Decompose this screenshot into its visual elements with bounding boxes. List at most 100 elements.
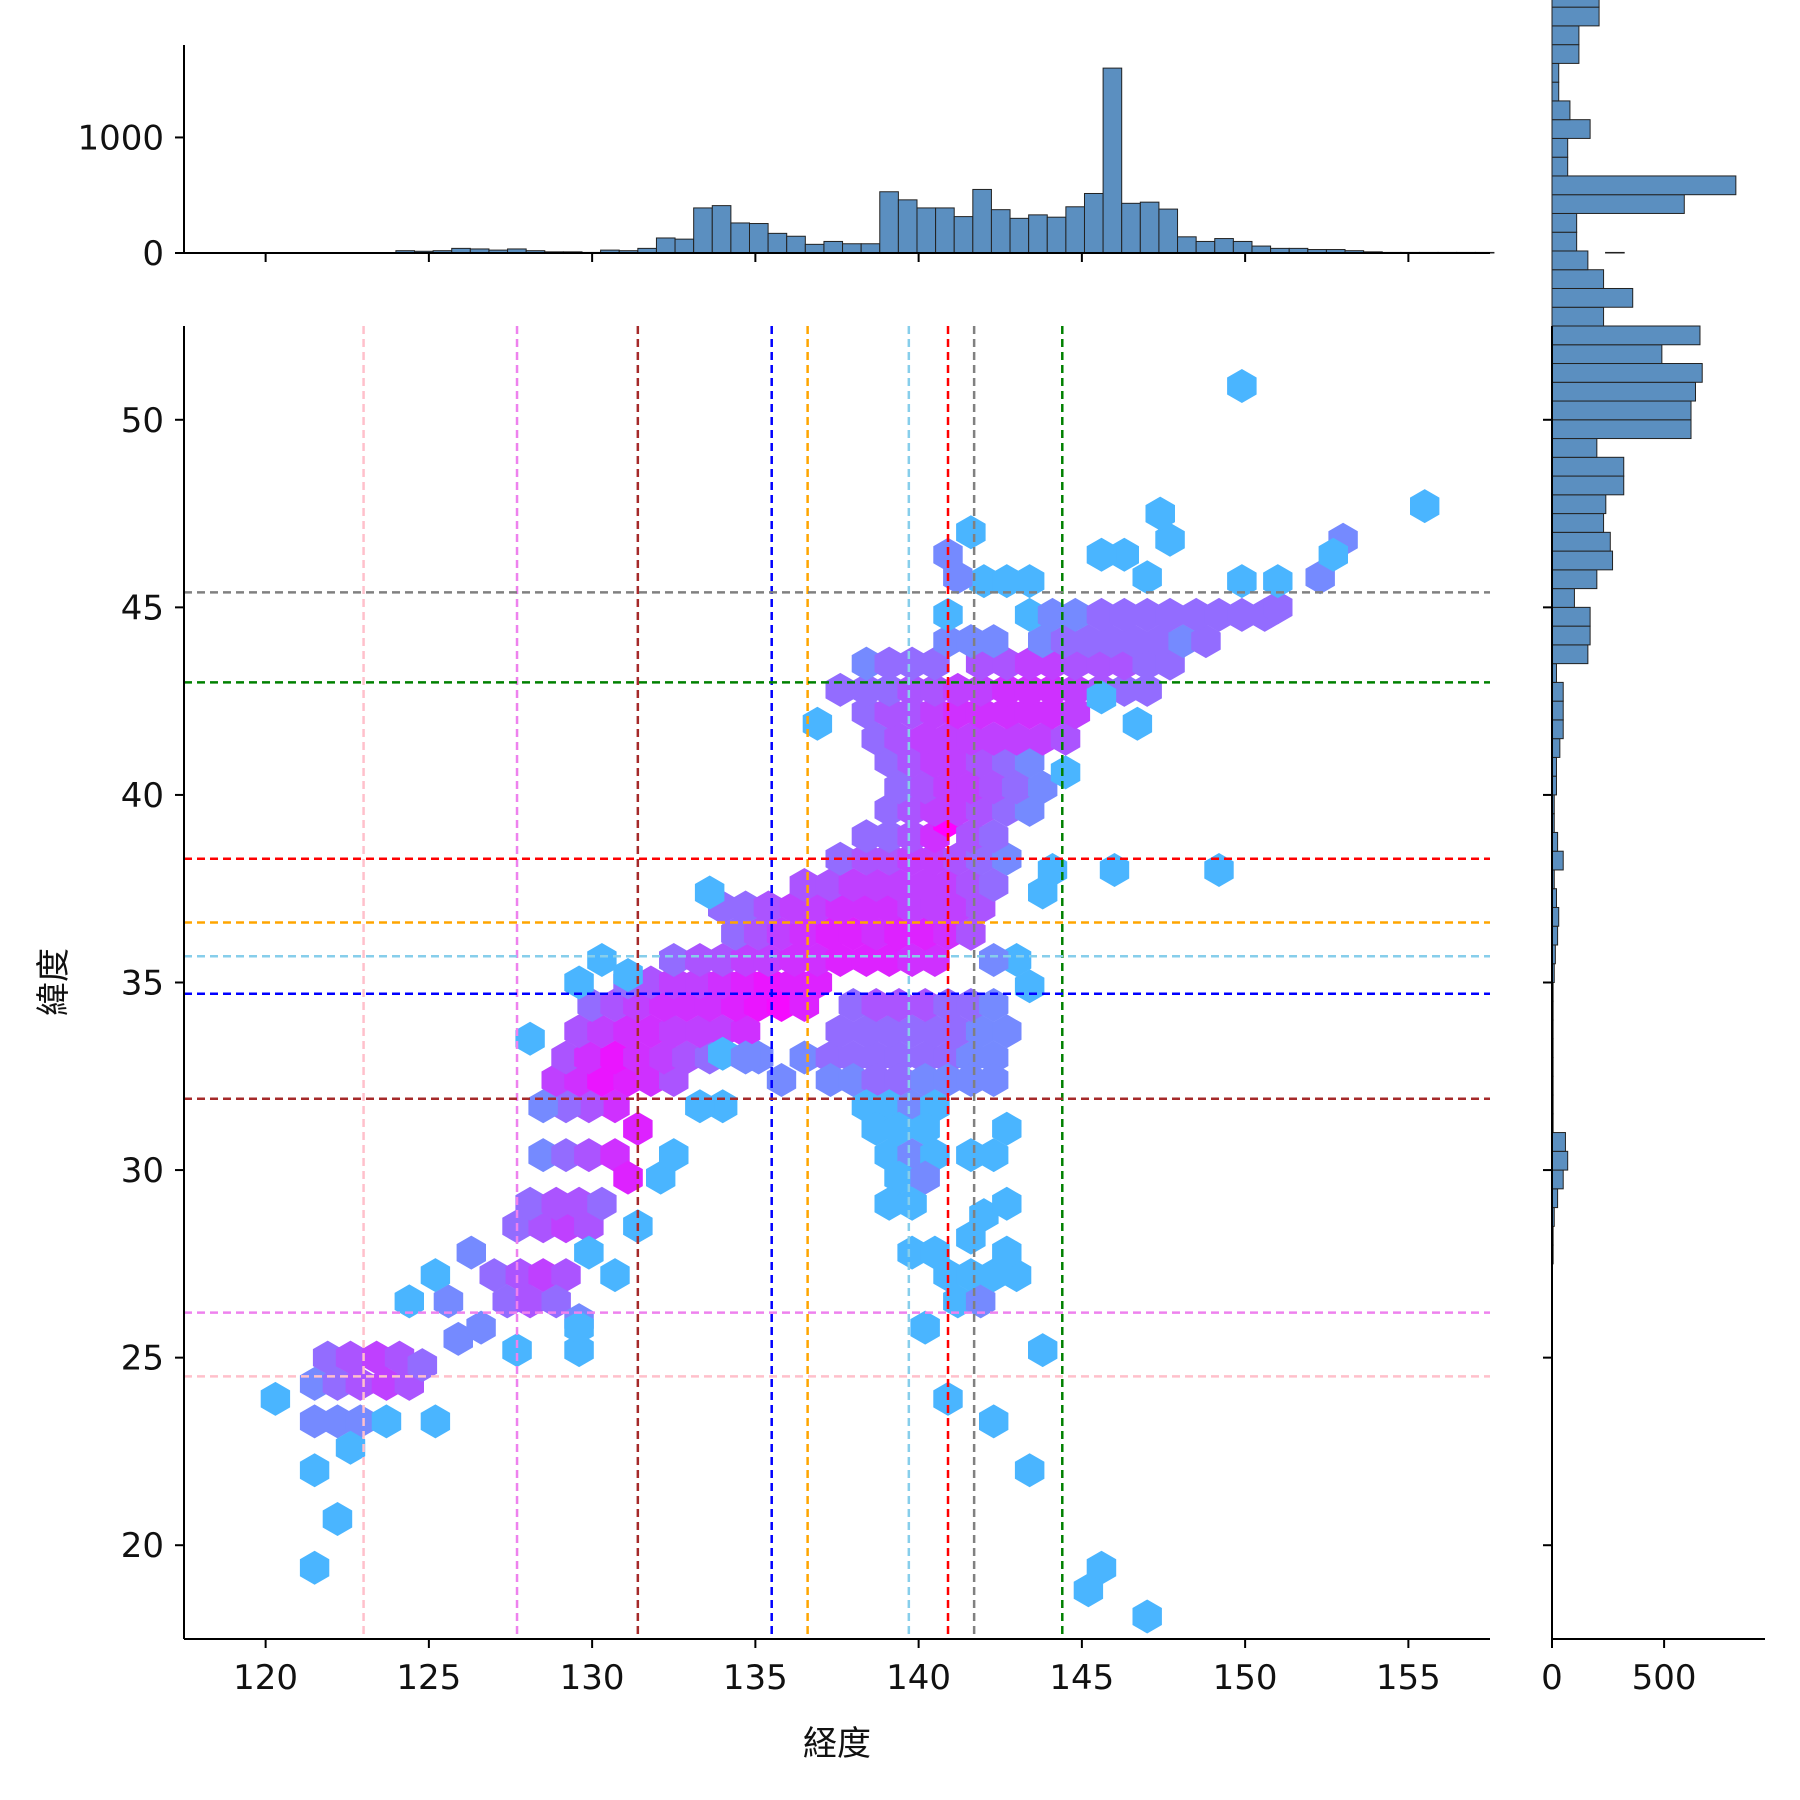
x-tick-label: 135 [723, 1658, 788, 1698]
hex-cell [708, 943, 738, 977]
top-hist-bar [1009, 217, 1030, 254]
right-hist-bar [1551, 738, 1561, 758]
top-hist-bar [990, 209, 1011, 254]
hex-cell [685, 943, 715, 977]
hex-cell [1014, 646, 1045, 681]
right-hist-bar [1551, 175, 1737, 196]
hex-cell [884, 1063, 914, 1097]
main-plot-background [184, 326, 1490, 1639]
top-hist-bar [1214, 238, 1234, 254]
hex-cell [956, 721, 986, 756]
hex-cell [920, 1014, 950, 1049]
hex-cell [730, 965, 761, 1000]
hex-cell [1060, 597, 1091, 632]
hex-cell [910, 916, 940, 951]
hex-cell [884, 916, 914, 951]
hex-cell [884, 1160, 914, 1195]
right-hist-bar [1551, 438, 1598, 458]
hex-cell [897, 744, 927, 779]
hex-cell [1050, 721, 1081, 756]
top-hist-bar [1065, 206, 1085, 254]
right-hist-bar [1551, 400, 1692, 421]
hex-cell [789, 916, 820, 951]
hex-cell [577, 988, 607, 1022]
hex-cell [466, 1310, 496, 1345]
top-hist-bar [842, 243, 862, 254]
right-hist-bar [1551, 550, 1614, 571]
top-hist-bars [395, 67, 1625, 254]
hex-cell [1145, 624, 1175, 659]
hex-cell [1122, 706, 1153, 741]
y-axis-title: 緯度 [34, 948, 74, 1016]
x-tick-label: 155 [1376, 1658, 1441, 1698]
hex-cell [861, 868, 891, 902]
hex-cell [1263, 590, 1293, 625]
right-marginal-histogram: 0 500 [1541, 0, 1765, 1698]
hex-cell [1086, 537, 1117, 572]
hex-cell [910, 1160, 940, 1195]
hex-cell [789, 868, 820, 902]
top-hist-bar [1139, 201, 1160, 254]
hex-cell [979, 868, 1009, 902]
hex-cell [861, 721, 891, 756]
top-hist-bar [767, 232, 788, 254]
hex-cell [851, 1014, 882, 1049]
hex-cell [766, 988, 797, 1022]
right-hist-bar [1551, 700, 1564, 721]
hex-cell [1099, 853, 1130, 887]
hex-cell [969, 564, 999, 599]
hex-cell [636, 1063, 666, 1097]
hex-cell [802, 943, 833, 977]
top-hist-bar [823, 240, 844, 254]
y-tick-label: 45 [121, 588, 164, 628]
hex-cell [897, 1186, 927, 1221]
hex-cell [920, 1235, 950, 1270]
hex-cell [600, 1258, 630, 1293]
main-panel: 120 125 130 135 140 145 150 155 20253035404550 … [34, 326, 1490, 1764]
hex-cell [613, 1014, 643, 1049]
hex-cell [979, 988, 1009, 1022]
right-hist-bar [1551, 531, 1611, 552]
hex-cell [1014, 744, 1045, 779]
hex-cell [574, 1040, 604, 1075]
hex-cell [743, 916, 774, 951]
hex-cell [992, 672, 1022, 707]
hex-cell [825, 943, 855, 977]
top-marginal-histogram: 0 1000 [77, 45, 1625, 274]
hex-cell [920, 695, 950, 730]
hex-cell [943, 695, 973, 730]
top-hist-bar [860, 243, 881, 254]
hex-cell [861, 988, 891, 1022]
right-hist-x-tick-label: 0 [1541, 1658, 1563, 1698]
hex-cell [335, 1430, 366, 1465]
right-hist-bar [1551, 100, 1571, 121]
hex-cell [979, 819, 1009, 854]
hex-cell [587, 943, 617, 977]
top-hist-bar [972, 188, 992, 254]
hex-cell [1073, 624, 1104, 659]
hex-cell [335, 1340, 366, 1375]
hex-cell [992, 564, 1022, 599]
hex-cell [874, 819, 904, 854]
hex-cell [874, 646, 904, 681]
hex-cell [910, 1111, 940, 1146]
hex-cell [992, 1235, 1022, 1270]
hex-cell [551, 1040, 581, 1075]
hex-cell [1155, 522, 1185, 557]
top-hist-ticks: 0 1000 [77, 118, 1410, 274]
hex-cell [1132, 597, 1162, 632]
hex-cell [659, 1014, 689, 1049]
hex-cell [708, 1036, 738, 1071]
hex-cell [730, 1040, 761, 1075]
hex-cell [815, 1063, 846, 1097]
hex-cell [753, 890, 784, 925]
hex-cell [1263, 564, 1293, 599]
hex-cell [528, 1138, 558, 1173]
y-tick-label: 25 [121, 1339, 164, 1379]
right-hist-bar [1551, 194, 1685, 214]
hex-cell [541, 1186, 571, 1221]
top-hist-bar [916, 207, 937, 254]
hex-cell [1318, 537, 1348, 572]
hex-cell [312, 1340, 343, 1375]
top-hist-bar [953, 216, 974, 254]
